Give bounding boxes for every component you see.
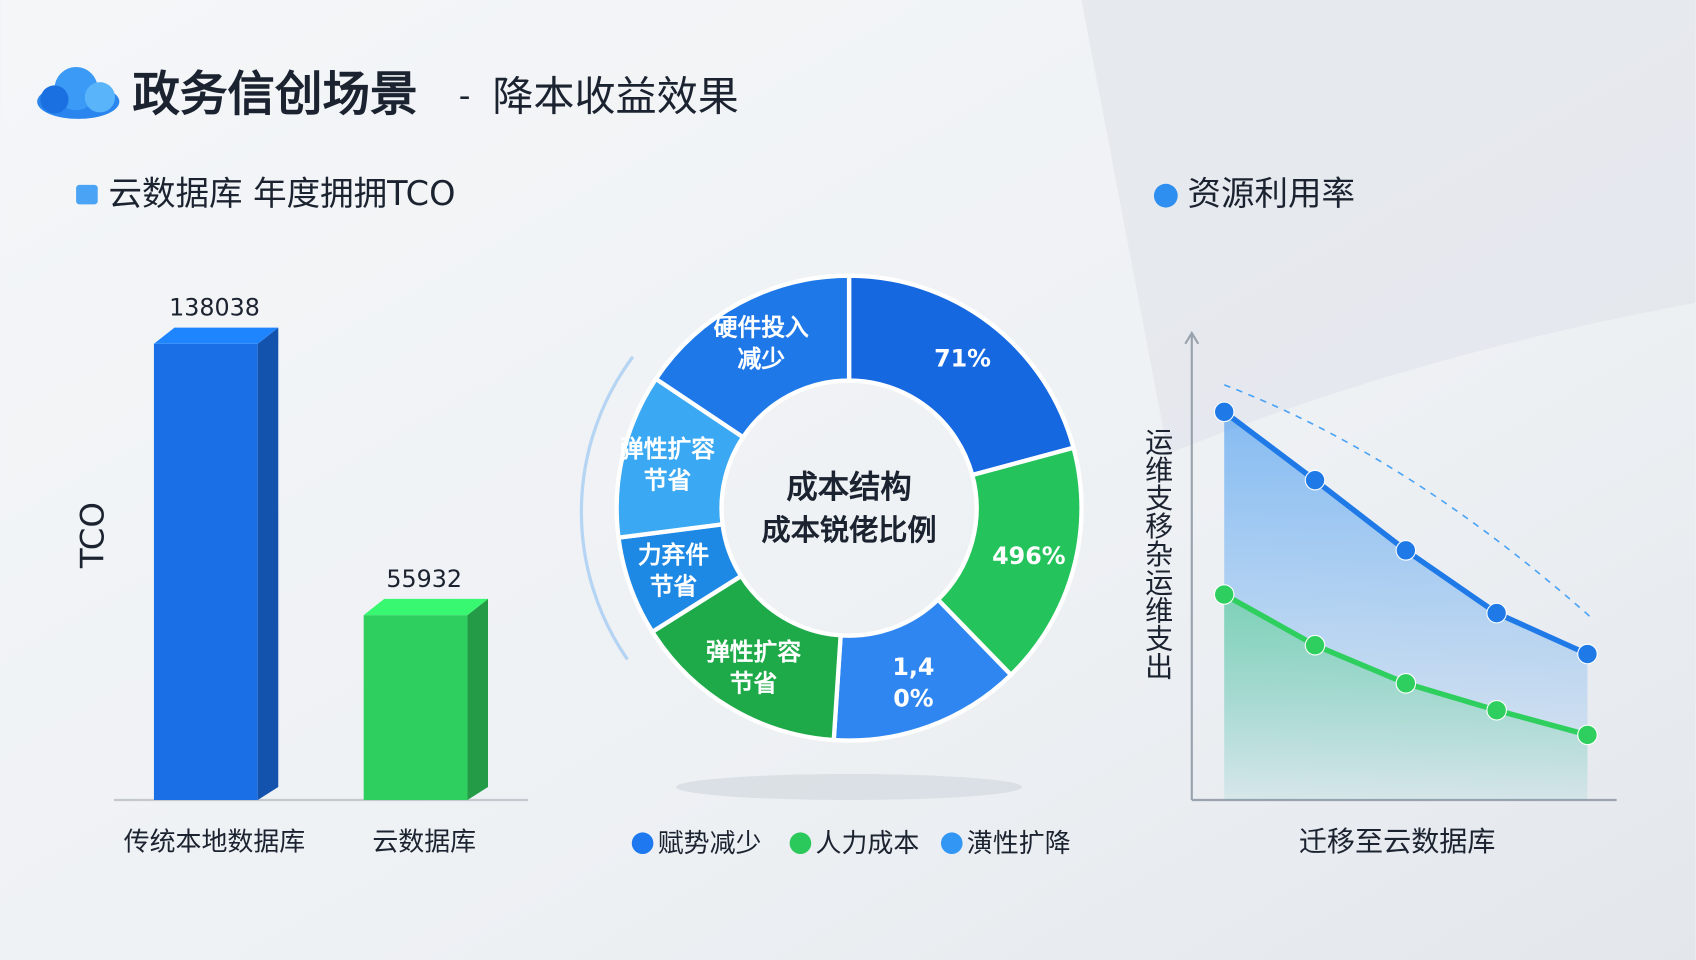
pie-label-line: 减少 — [737, 344, 785, 372]
pie-label-line: 节省 — [650, 572, 698, 600]
legend-swatch — [631, 832, 654, 855]
section-marker — [1153, 183, 1178, 208]
pie-label: 弹性扩容节省 — [706, 638, 801, 697]
legend-label: 潢性扩降 — [967, 829, 1071, 859]
pie-label: 496% — [992, 542, 1066, 570]
pie-segment — [934, 445, 1084, 678]
x-tick-label: 云数据库 — [372, 828, 476, 858]
pie-center-subtitle: 成本锐佬比例 — [762, 513, 937, 547]
pie-center-title: 成本结构 — [786, 470, 911, 506]
pie-segment — [652, 273, 852, 441]
pie-label-line: 力弃件 — [638, 540, 710, 568]
bar-side — [467, 598, 488, 800]
bar-top — [153, 327, 279, 344]
line-point — [1304, 469, 1326, 491]
line-point — [1395, 540, 1417, 561]
pie-label-line: 节省 — [644, 466, 692, 494]
line-title: 资源利用率 — [1187, 174, 1355, 213]
legend-label: 人力成本 — [816, 829, 920, 859]
legend-swatch — [940, 832, 963, 855]
bar-value-label: 55932 — [386, 565, 462, 593]
header-title: 政务信创场景 — [132, 67, 417, 122]
pie-label-line: 1,4 — [892, 653, 934, 681]
cloud-icon — [37, 67, 120, 119]
decor — [1081, 0, 1696, 455]
bar-top — [363, 598, 488, 616]
x-tick-label: 传统本地数据库 — [124, 828, 306, 858]
line-point — [1395, 673, 1417, 694]
decor-arc — [579, 355, 635, 661]
legend-swatch — [789, 832, 812, 855]
bar — [153, 343, 258, 800]
pie-label: 力弃件节省 — [638, 540, 710, 599]
line-x-label: 迁移至云数据库 — [1299, 825, 1496, 858]
pie-label: 1,4 0% — [892, 653, 934, 712]
bar-y-label: TCO — [73, 502, 111, 569]
line-point — [1577, 724, 1598, 746]
line-y-label: 运维支移杂运维支出 — [1141, 427, 1174, 680]
line-point — [1213, 584, 1235, 605]
pie-label: 硬件投入减少 — [714, 313, 809, 372]
bar-side — [257, 327, 279, 800]
pie-label-line: 节省 — [730, 669, 778, 697]
pie-label-line: 弹性扩容 — [706, 638, 801, 666]
line-point — [1304, 634, 1326, 656]
bar-title: 云数据库 年度拥拥TCO — [109, 174, 456, 213]
pie-label: 弹性扩容节省 — [620, 435, 715, 494]
header-separator: - — [459, 76, 471, 114]
bar-value-label: 138038 — [169, 294, 260, 322]
trend-arrow — [1223, 384, 1591, 617]
line-point — [1577, 643, 1598, 665]
legend-label: 赋势减少 — [658, 829, 762, 859]
pie-segment — [846, 273, 1077, 478]
pie-label-line: 0% — [893, 684, 934, 712]
line-point — [1486, 700, 1507, 721]
pie-label: 71% — [934, 345, 991, 373]
line-point — [1486, 602, 1507, 624]
bar — [363, 615, 468, 800]
pie-shadow — [676, 774, 1023, 800]
pie-segment — [649, 573, 843, 743]
section-marker — [76, 184, 98, 205]
pie-label-line: 硬件投入 — [714, 313, 809, 341]
pie-label-line: 弹性扩容 — [620, 435, 715, 463]
header-subtitle: 降本收益效果 — [492, 72, 738, 120]
line-point — [1213, 401, 1235, 423]
